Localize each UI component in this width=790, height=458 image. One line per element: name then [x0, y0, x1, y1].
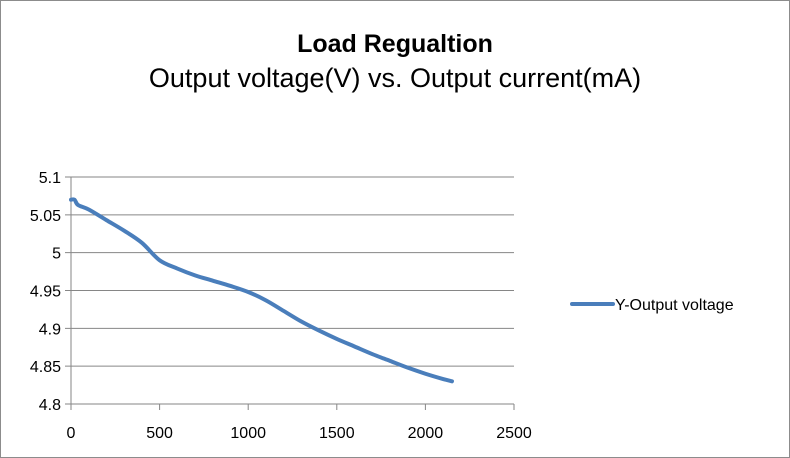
axes [70, 177, 515, 410]
x-tick-label: 1500 [319, 425, 355, 442]
series-group [69, 197, 454, 384]
y-tick-label: 4.9 [39, 321, 61, 338]
x-tick-label: 0 [67, 425, 76, 442]
y-tick-label: 5.05 [30, 208, 61, 225]
chart-title-block: Load Regualtion Output voltage(V) vs. Ou… [0, 28, 790, 96]
x-tick-label: 2500 [496, 425, 532, 442]
y-tick-label: 4.8 [39, 397, 61, 414]
series-line-0 [69, 197, 454, 384]
x-tick-labels: 0 500 1000 1500 2000 2500 [67, 425, 532, 442]
y-tick-label: 5 [52, 246, 61, 263]
y-tick-label: 4.85 [30, 359, 61, 376]
chart-title: Load Regualtion [297, 30, 493, 58]
x-tick-label: 500 [146, 425, 173, 442]
legend-label: Y-Output voltage [615, 297, 734, 314]
grid-lines [65, 176, 514, 405]
y-tick-labels: 4.8 4.85 4.9 4.95 5 5.05 5.1 [30, 170, 61, 414]
y-tick-label: 5.1 [39, 170, 61, 187]
x-tick-label: 2000 [408, 425, 444, 442]
y-tick-label: 4.95 [30, 284, 61, 301]
x-tick-label: 1000 [230, 425, 266, 442]
legend: Y-Output voltage [570, 297, 734, 314]
chart-subtitle: Output voltage(V) vs. Output current(mA) [148, 63, 642, 93]
